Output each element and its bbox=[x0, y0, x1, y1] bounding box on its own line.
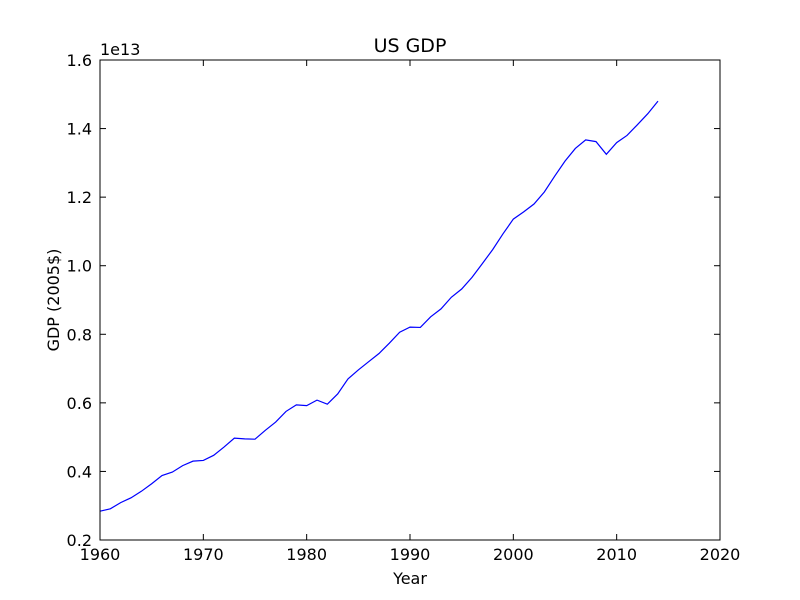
x-tick-label: 2000 bbox=[493, 545, 534, 564]
chart-title: US GDP bbox=[374, 35, 447, 57]
x-tick-label: 1960 bbox=[80, 545, 121, 564]
x-axis-ticks: 1960 1970 1980 1990 2000 2010 2020 bbox=[80, 60, 741, 564]
y-tick-label: 0.4 bbox=[67, 462, 92, 481]
plot-area bbox=[100, 60, 720, 540]
offset-label: 1e13 bbox=[100, 40, 140, 59]
x-tick-label: 1970 bbox=[183, 545, 224, 564]
y-tick-label: 0.8 bbox=[67, 325, 92, 344]
x-tick-label: 1980 bbox=[286, 545, 327, 564]
y-tick-label: 1.4 bbox=[67, 120, 92, 139]
y-tick-label: 1.0 bbox=[67, 257, 92, 276]
x-tick-label: 2020 bbox=[700, 545, 741, 564]
y-tick-label: 0.6 bbox=[67, 394, 92, 413]
x-tick-label: 1990 bbox=[390, 545, 431, 564]
plot-frame bbox=[99, 59, 721, 541]
y-axis-label: GDP (2005$) bbox=[44, 249, 63, 352]
gdp-series-line bbox=[99, 100, 659, 512]
x-axis-label: Year bbox=[392, 569, 427, 588]
y-tick-label: 1.2 bbox=[67, 188, 92, 207]
series-group bbox=[99, 100, 659, 512]
y-tick-label: 0.2 bbox=[67, 531, 92, 550]
y-tick-label: 1.6 bbox=[67, 51, 92, 70]
y-axis-ticks: 0.2 0.4 0.6 0.8 1.0 1.2 1.4 1.6 bbox=[67, 51, 720, 550]
x-tick-label: 2010 bbox=[596, 545, 637, 564]
